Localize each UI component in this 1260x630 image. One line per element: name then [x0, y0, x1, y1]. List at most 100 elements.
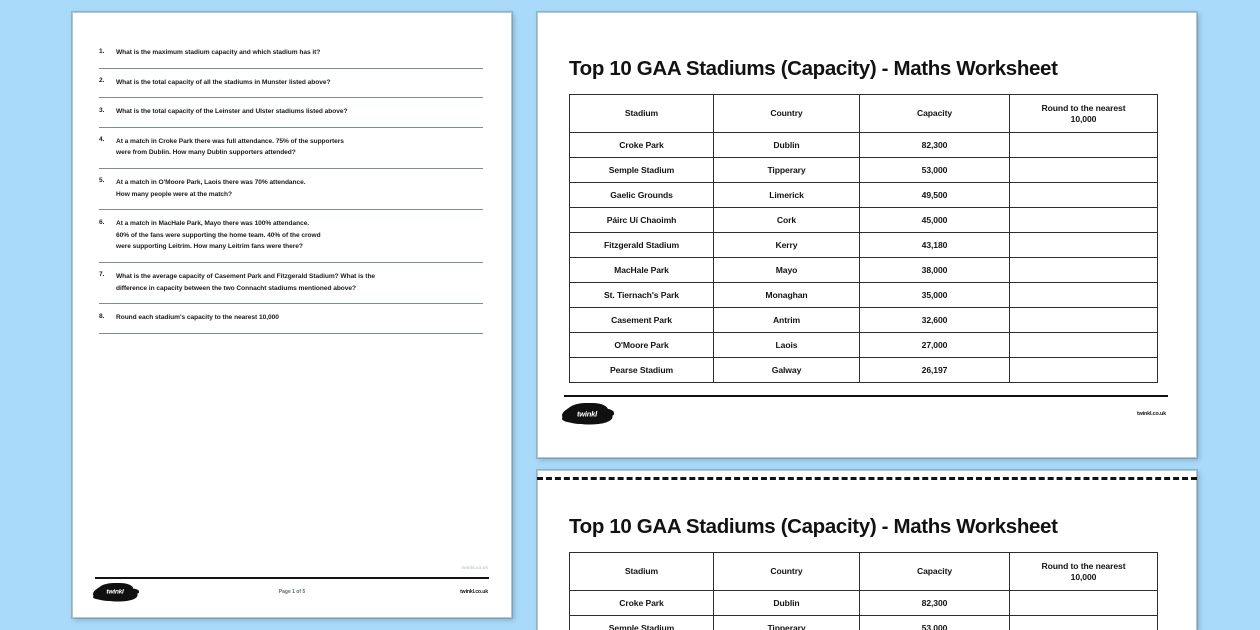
- cell-stadium: Casement Park: [569, 307, 714, 333]
- table-header-row: Stadium Country Capacity Round to the ne…: [569, 552, 1158, 591]
- cell-capacity: 53,000: [859, 615, 1010, 630]
- column-header-capacity: Capacity: [859, 552, 1010, 591]
- question-number: 5.: [99, 177, 105, 185]
- page-title: Top 10 GAA Stadiums (Capacity) - Maths W…: [569, 57, 1058, 80]
- cell-stadium: Pearse Stadium: [569, 357, 714, 383]
- answer-rule[interactable]: [99, 126, 483, 128]
- question-number: 8.: [99, 312, 105, 320]
- cell-country: Mayo: [713, 257, 860, 283]
- question-item: 4. At a match in Croke Park there was fu…: [99, 136, 483, 159]
- column-header-round-line2: 10,000: [1070, 113, 1097, 124]
- cell-rounded-answer[interactable]: [1009, 590, 1158, 616]
- question-text-line: At a match in O'Moore Park, Laois there …: [116, 178, 306, 186]
- question-text-line: How many people were at the match?: [116, 190, 232, 198]
- question-number: 1.: [99, 47, 105, 55]
- question-item: 5. At a match in O'Moore Park, Laois the…: [99, 177, 483, 200]
- page-indicator: Page 1 of 5: [278, 589, 306, 595]
- cell-rounded-answer[interactable]: [1009, 307, 1158, 333]
- column-header-capacity: Capacity: [859, 94, 1010, 133]
- cell-rounded-answer[interactable]: [1009, 207, 1158, 233]
- question-item: 8. Round each stadium's capacity to the …: [99, 312, 483, 324]
- questions-page: 1. What is the maximum stadium capacity …: [72, 12, 512, 618]
- answer-rule[interactable]: [99, 209, 483, 211]
- cell-rounded-answer[interactable]: [1009, 332, 1158, 358]
- table-page-1: Top 10 GAA Stadiums (Capacity) - Maths W…: [537, 12, 1197, 458]
- question-item: 7. What is the average capacity of Casem…: [99, 271, 483, 294]
- question-item: 6. At a match in MacHale Park, Mayo ther…: [99, 218, 483, 253]
- cell-rounded-answer[interactable]: [1009, 257, 1158, 283]
- answer-rule[interactable]: [99, 332, 483, 334]
- twinkl-logo-icon: twinkl: [564, 404, 610, 424]
- table-row: Gaelic Grounds Limerick 49,500: [569, 182, 1158, 208]
- column-header-round: Round to the nearest 10,000: [1009, 552, 1158, 591]
- column-header-round-line2: 10,000: [1070, 571, 1097, 582]
- question-number: 7.: [99, 271, 105, 279]
- cell-capacity: 82,300: [859, 132, 1010, 158]
- twinkl-logo-icon: twinkl: [95, 584, 135, 601]
- footer-url: twinkl.co.uk: [460, 589, 488, 595]
- cell-rounded-answer[interactable]: [1009, 132, 1158, 158]
- column-header-round: Round to the nearest 10,000: [1009, 94, 1158, 133]
- answer-rule[interactable]: [99, 261, 483, 263]
- cell-rounded-answer[interactable]: [1009, 232, 1158, 258]
- question-text-line: were supporting Leitrim. How many Leitri…: [116, 243, 303, 251]
- footer-watermark: twinkl.co.uk: [461, 565, 488, 570]
- question-text-line: What is the maximum stadium capacity and…: [116, 49, 321, 56]
- cell-rounded-answer[interactable]: [1009, 182, 1158, 208]
- cell-capacity: 53,000: [859, 157, 1010, 183]
- answer-rule[interactable]: [99, 167, 483, 169]
- question-text-line: What is the total capacity of all the st…: [116, 78, 331, 86]
- cell-stadium: Croke Park: [569, 132, 714, 158]
- cell-rounded-answer[interactable]: [1009, 282, 1158, 308]
- question-text-line: What is the total capacity of the Leinst…: [116, 108, 348, 116]
- cell-capacity: 82,300: [859, 590, 1010, 616]
- twinkl-logo-text: twinkl: [576, 409, 598, 418]
- table-row: St. Tiernach's Park Monaghan 35,000: [569, 282, 1158, 308]
- capacity-table: Stadium Country Capacity Round to the ne…: [569, 94, 1158, 383]
- question-text-line: 60% of the fans were supporting the home…: [116, 231, 321, 239]
- table-row: Casement Park Antrim 32,600: [569, 307, 1158, 333]
- cell-country: Cork: [713, 207, 860, 233]
- twinkl-logo-text: twinkl: [106, 588, 124, 596]
- cell-rounded-answer[interactable]: [1009, 157, 1158, 183]
- cell-country: Kerry: [713, 232, 860, 258]
- cell-country: Tipperary: [713, 615, 860, 630]
- cell-capacity: 45,000: [859, 207, 1010, 233]
- table-row: Croke Park Dublin 82,300: [569, 590, 1158, 616]
- cell-rounded-answer[interactable]: [1009, 615, 1158, 630]
- question-item: 1. What is the maximum stadium capacity …: [99, 47, 483, 59]
- cell-stadium: Gaelic Grounds: [569, 182, 714, 208]
- answer-rule[interactable]: [99, 303, 483, 305]
- capacity-table: Stadium Country Capacity Round to the ne…: [569, 552, 1158, 630]
- column-header-country: Country: [713, 552, 860, 591]
- cell-capacity: 32,600: [859, 307, 1010, 333]
- page-separator-dashed-line: [537, 477, 1197, 480]
- cell-rounded-answer[interactable]: [1009, 357, 1158, 383]
- question-number: 2.: [99, 77, 105, 85]
- table-row: Croke Park Dublin 82,300: [569, 132, 1158, 158]
- cell-stadium: Fitzgerald Stadium: [569, 232, 714, 258]
- column-header-country: Country: [713, 94, 860, 133]
- table-row: Páirc Uí Chaoimh Cork 45,000: [569, 207, 1158, 233]
- cell-country: Antrim: [713, 307, 860, 333]
- table-row: Pearse Stadium Galway 26,197: [569, 357, 1158, 383]
- cell-stadium: Páirc Uí Chaoimh: [569, 207, 714, 233]
- table-row: Semple Stadium Tipperary 53,000: [569, 157, 1158, 183]
- question-number: 3.: [99, 106, 105, 114]
- cell-country: Limerick: [713, 182, 860, 208]
- table-row: MacHale Park Mayo 38,000: [569, 257, 1158, 283]
- cell-country: Monaghan: [713, 282, 860, 308]
- answer-rule[interactable]: [99, 97, 483, 99]
- answer-rule[interactable]: [99, 67, 483, 69]
- table-page-2: Top 10 GAA Stadiums (Capacity) - Maths W…: [537, 470, 1197, 630]
- table-header-row: Stadium Country Capacity Round to the ne…: [569, 94, 1158, 133]
- cell-capacity: 38,000: [859, 257, 1010, 283]
- table-page-footer: twinkl twinkl.co.uk: [538, 395, 1196, 439]
- question-item: 3. What is the total capacity of the Lei…: [99, 106, 483, 118]
- column-header-round-line1: Round to the nearest: [1041, 561, 1126, 571]
- cell-country: Dublin: [713, 590, 860, 616]
- table-row: Semple Stadium Tipperary 53,000: [569, 615, 1158, 630]
- column-header-stadium: Stadium: [569, 94, 714, 133]
- footer-url: twinkl.co.uk: [1136, 411, 1166, 417]
- cell-stadium: O'Moore Park: [569, 332, 714, 358]
